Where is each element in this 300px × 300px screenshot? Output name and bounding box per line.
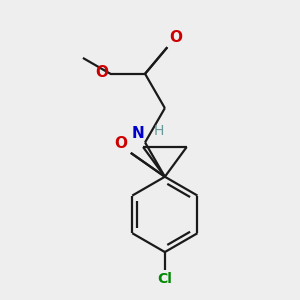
- Text: O: O: [95, 65, 108, 80]
- Text: N: N: [131, 126, 144, 141]
- Text: Cl: Cl: [158, 272, 172, 286]
- Text: O: O: [114, 136, 127, 151]
- Text: H: H: [154, 124, 164, 139]
- Text: O: O: [169, 30, 182, 45]
